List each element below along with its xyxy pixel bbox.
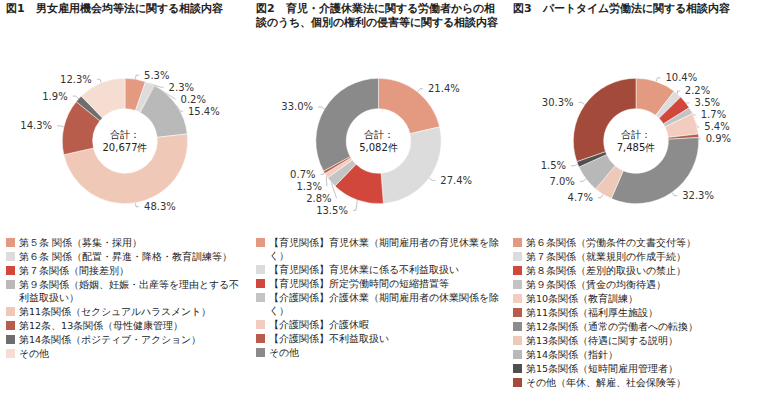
- svg-text:32.3%: 32.3%: [682, 190, 714, 201]
- svg-text:15.4%: 15.4%: [188, 106, 220, 117]
- html-text:第12条、13条関係（母性健康管理）: 第12条、13条関係（母性健康管理）: [19, 320, 184, 331]
- svg-text:27.4%: 27.4%: [440, 175, 472, 186]
- svg-text:1.3%: 1.3%: [296, 181, 321, 192]
- svg-text:0.2%: 0.2%: [181, 94, 206, 105]
- svg-text:2.2%: 2.2%: [685, 85, 710, 96]
- html-text:第７条関係（就業規則の作成手続）: 第７条関係（就業規則の作成手続）: [526, 251, 686, 262]
- html-text:第13条関係（待遇に関する説明）: 第13条関係（待遇に関する説明）: [526, 335, 679, 346]
- html-text:図3 パートタイム労働法に関する相談内容: 図3 パートタイム労働法に関する相談内容: [513, 2, 730, 15]
- svg-text:4.7%: 4.7%: [568, 192, 593, 203]
- svg-text:0.7%: 0.7%: [290, 169, 315, 180]
- svg-text:1.9%: 1.9%: [42, 91, 67, 102]
- html-text:第11条関係（セクシュアルハラスメント）: 第11条関係（セクシュアルハラスメント）: [19, 306, 212, 317]
- svg-text:7.0%: 7.0%: [549, 176, 574, 187]
- html-text:その他（年休、解雇、社会保険等）: その他（年休、解雇、社会保険等）: [526, 377, 686, 388]
- html-text:第７条関係（間接差別）: 第７条関係（間接差別）: [19, 265, 129, 276]
- svg-text:5.4%: 5.4%: [704, 121, 729, 132]
- svg-text:14.3%: 14.3%: [20, 120, 52, 131]
- svg-text:48.3%: 48.3%: [144, 201, 176, 212]
- html-text:【育児関係】育児休業に係る不利益取扱い: 【育児関係】育児休業に係る不利益取扱い: [269, 264, 459, 275]
- html-text:第６条 関係（配置・昇進・降格・教育訓練等）: 第６条 関係（配置・昇進・降格・教育訓練等）: [19, 251, 232, 262]
- svg-text:2.3%: 2.3%: [169, 82, 194, 93]
- html-text:第５条 関係（募集・採用）: 第５条 関係（募集・採用）: [19, 237, 142, 248]
- svg-text:21.4%: 21.4%: [428, 83, 460, 94]
- svg-text:33.0%: 33.0%: [281, 101, 313, 112]
- svg-text:2.8%: 2.8%: [306, 193, 331, 204]
- svg-text:3.5%: 3.5%: [695, 97, 720, 108]
- html-text:その他: その他: [19, 348, 49, 359]
- svg-text:7,485件: 7,485件: [617, 142, 656, 153]
- html-text:【介護関係】介護休暇: 【介護関係】介護休暇: [269, 319, 369, 330]
- html-text:第11条関係（福利厚生施設）: 第11条関係（福利厚生施設）: [526, 307, 659, 318]
- html-text:【介護関係】介護休業（期間雇用者の休業関係を除く）: 【介護関係】介護休業（期間雇用者の休業関係を除く）: [269, 292, 499, 316]
- html-text:第８条関係（差別的取扱いの禁止）: 第８条関係（差別的取扱いの禁止）: [526, 265, 686, 276]
- html-text:【育児関係】育児休業（期間雇用者の育児休業を除く）: 【育児関係】育児休業（期間雇用者の育児休業を除く）: [269, 237, 499, 261]
- html-text:第９条関係（婚姻、妊娠・出産等を理由とする不利益取扱い）: 第９条関係（婚姻、妊娠・出産等を理由とする不利益取扱い）: [19, 279, 239, 303]
- html-text:第14条関係（ポジティブ・アクション）: 第14条関係（ポジティブ・アクション）: [19, 334, 202, 345]
- svg-text:0.9%: 0.9%: [706, 133, 731, 144]
- html-text:第15条関係（短時間雇用管理者）: 第15条関係（短時間雇用管理者）: [526, 363, 679, 374]
- svg-text:5.3%: 5.3%: [144, 70, 169, 81]
- svg-text:1.5%: 1.5%: [541, 160, 566, 171]
- svg-text:1.7%: 1.7%: [701, 109, 726, 120]
- svg-text:20,677件: 20,677件: [103, 142, 148, 153]
- svg-text:合計：: 合計：: [364, 129, 394, 140]
- svg-text:合計：: 合計：: [621, 129, 651, 140]
- html-text:図1 男女雇用機会均等法に関する相談内容: 図1 男女雇用機会均等法に関する相談内容: [6, 2, 223, 15]
- html-text:その他: その他: [269, 347, 299, 358]
- svg-text:30.3%: 30.3%: [542, 97, 574, 108]
- svg-text:10.4%: 10.4%: [665, 72, 697, 83]
- html-text:第６条関係（労働条件の文書交付等）: 第６条関係（労働条件の文書交付等）: [526, 237, 696, 248]
- html-text:第12条関係（通常の労働者への転換）: 第12条関係（通常の労働者への転換）: [526, 321, 699, 332]
- svg-text:13.5%: 13.5%: [316, 205, 348, 216]
- html-text:【育児関係】所定労働時間の短縮措置等: 【育児関係】所定労働時間の短縮措置等: [269, 278, 449, 289]
- svg-text:12.3%: 12.3%: [60, 74, 92, 85]
- svg-text:合計：: 合計：: [110, 129, 140, 140]
- svg-text:5,082件: 5,082件: [359, 142, 398, 153]
- html-text:第10条関係（教育訓練）: 第10条関係（教育訓練）: [526, 293, 639, 304]
- html-text:【介護関係】不利益取扱い: 【介護関係】不利益取扱い: [269, 333, 389, 344]
- html-text:第14条関係（指針）: 第14条関係（指針）: [526, 349, 619, 360]
- html-text:図2 育児・介護休業法に関する労働者からの相談のうち、個別の: 図2 育児・介護休業法に関する労働者からの相談のうち、個別の権利の侵害等に関する…: [256, 2, 498, 29]
- html-text:第９条関係（賃金の均衡待遇）: 第９条関係（賃金の均衡待遇）: [526, 279, 666, 290]
